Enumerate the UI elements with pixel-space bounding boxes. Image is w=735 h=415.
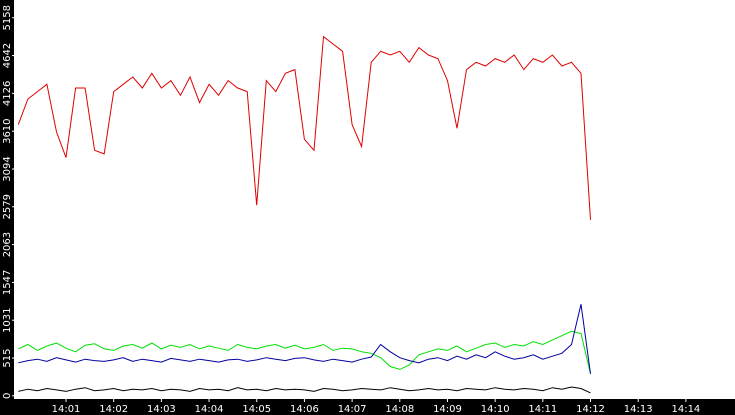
x-tick-label: 14:10 bbox=[481, 404, 510, 415]
x-tick-label: 14:02 bbox=[99, 404, 128, 415]
series-line bbox=[18, 386, 591, 394]
x-tick-label: 14:14 bbox=[671, 404, 700, 415]
x-axis-bar bbox=[0, 399, 735, 415]
x-tick-label: 14:09 bbox=[433, 404, 462, 415]
y-tick-label: 4642 bbox=[2, 43, 13, 68]
x-tick-label: 14:13 bbox=[624, 404, 653, 415]
x-tick-label: 14:05 bbox=[242, 404, 271, 415]
y-tick-label: 515 bbox=[2, 349, 13, 368]
series-line bbox=[18, 304, 591, 374]
x-tick-label: 14:04 bbox=[195, 404, 224, 415]
x-tick-label: 14:07 bbox=[338, 404, 367, 415]
x-tick-label: 14:12 bbox=[576, 404, 605, 415]
y-tick-label: 0 bbox=[2, 393, 13, 399]
series-line bbox=[18, 330, 591, 374]
y-axis-bar bbox=[0, 0, 14, 415]
y-tick-label: 2063 bbox=[2, 232, 13, 257]
x-tick-label: 14:08 bbox=[385, 404, 414, 415]
x-tick-label: 14:03 bbox=[147, 404, 176, 415]
y-tick-label: 1031 bbox=[2, 308, 13, 333]
series-line bbox=[17, 35, 591, 220]
x-tick-label: 14:06 bbox=[290, 404, 319, 415]
x-tick-label: 14:11 bbox=[528, 404, 557, 415]
y-tick-label: 5158 bbox=[2, 5, 13, 30]
y-tick-label: 3094 bbox=[2, 156, 13, 181]
y-tick-label: 4126 bbox=[2, 81, 13, 106]
x-tick-label: 14:01 bbox=[52, 404, 81, 415]
y-tick-label: 3610 bbox=[2, 118, 13, 143]
y-tick-label: 1547 bbox=[2, 270, 13, 295]
y-tick-label: 2579 bbox=[2, 194, 13, 219]
